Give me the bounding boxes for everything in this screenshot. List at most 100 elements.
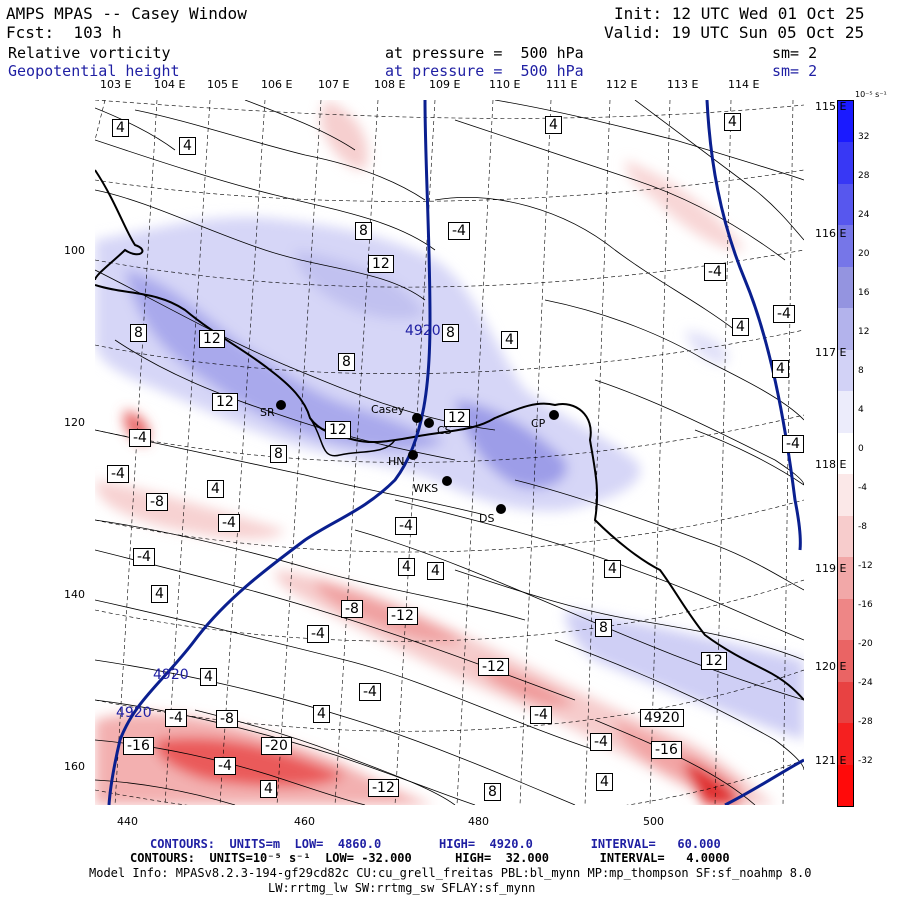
- colorbar-swatch: [838, 723, 853, 766]
- lon-label: 118 E: [815, 458, 847, 471]
- init-time: Init: 12 UTC Wed 01 Oct 25: [614, 4, 865, 23]
- geopotential-line-4860: [724, 758, 804, 805]
- station-dot-cp[interactable]: [549, 410, 559, 420]
- colorbar-label: 32: [858, 132, 870, 142]
- contour-line: [634, 100, 804, 241]
- coastline: [95, 169, 804, 701]
- station-dot-cs[interactable]: [424, 418, 434, 428]
- station-label: DS: [479, 512, 494, 525]
- contour-line: [244, 100, 356, 151]
- contour-line: [95, 139, 436, 251]
- station-dot-casey[interactable]: [412, 413, 422, 423]
- negative-vorticity-area: [320, 100, 368, 170]
- coast-segment: [95, 169, 144, 281]
- contour-line: [434, 197, 736, 331]
- station-dot-ds[interactable]: [496, 504, 506, 514]
- field1-smoothing: sm= 2: [772, 44, 818, 62]
- lon-label: 111 E: [546, 78, 578, 91]
- colorbar-label: 4: [858, 405, 864, 415]
- colorbar: [837, 100, 854, 807]
- colorbar-label: -24: [858, 678, 873, 688]
- colorbar-label: 0: [858, 444, 864, 454]
- coast-segment: [95, 284, 804, 701]
- colorbar-label: -16: [858, 600, 873, 610]
- physics-info: LW:rrtmg_lw SW:rrtmg_sw SFLAY:sf_mynn: [268, 881, 536, 895]
- station-dot-sr[interactable]: [276, 400, 286, 410]
- contour-line: [95, 429, 486, 516]
- colorbar-label: -4: [858, 483, 867, 493]
- height-contour-info: CONTOURS: UNITS=m LOW= 4860.0 HIGH= 4920…: [150, 837, 721, 851]
- x-tick-label: 460: [294, 815, 315, 828]
- station-label: Casey: [371, 403, 405, 416]
- forecast-hour: Fcst: 103 h: [6, 23, 122, 42]
- positive-vorticity-area: [685, 330, 728, 365]
- contour-line: [554, 639, 804, 771]
- model-info: Model Info: MPASv8.2.3-194-gf29cd82c CU:…: [89, 866, 812, 880]
- colorbar-label: 28: [858, 171, 870, 181]
- colorbar-swatch: [838, 432, 853, 475]
- contour-line: [544, 299, 804, 421]
- colorbar-swatch: [838, 225, 853, 268]
- colorbar-label: 12: [858, 327, 870, 337]
- lon-label: 115 E: [815, 100, 847, 113]
- contour-line: [114, 339, 456, 461]
- colorbar-label: 16: [858, 288, 870, 298]
- colorbar-swatch: [838, 764, 853, 807]
- x-tick-label: 440: [117, 815, 138, 828]
- contour-line: [95, 107, 176, 151]
- colorbar-label: -20: [858, 639, 873, 649]
- colorbar-swatch: [838, 101, 853, 143]
- station-label: CS: [437, 424, 452, 437]
- station-labels: SR Casey CS HN WKS DS CP: [260, 403, 546, 525]
- colorbar-swatch: [838, 308, 853, 351]
- vorticity-contours: [95, 100, 804, 805]
- x-tick-label: 480: [468, 815, 489, 828]
- station-label: CP: [531, 417, 546, 430]
- lon-label: 108 E: [374, 78, 406, 91]
- map-plot: SR Casey CS HN WKS DS CP: [95, 100, 804, 805]
- contour-line: [95, 779, 236, 805]
- station-dot-hn[interactable]: [408, 450, 418, 460]
- geopotential-contours: [107, 100, 804, 805]
- colorbar-unit: 10⁻⁵ s⁻¹: [855, 90, 887, 99]
- field2-level: at pressure = 500 hPa: [385, 62, 584, 80]
- colorbar-label: -12: [858, 561, 873, 571]
- station-dot-wks[interactable]: [442, 476, 452, 486]
- x-tick-label: 500: [643, 815, 664, 828]
- colorbar-swatch: [838, 515, 853, 558]
- colorbar-swatch: [838, 183, 853, 226]
- contour-line: [494, 100, 804, 181]
- lon-label: 113 E: [667, 78, 699, 91]
- positive-vorticity-core: [455, 400, 567, 489]
- colorbar-label: -8: [858, 522, 867, 532]
- colorbar-swatch: [838, 474, 853, 517]
- negative-vorticity-area: [625, 160, 745, 251]
- field1-level: at pressure = 500 hPa: [385, 44, 584, 62]
- geopotential-line-4920: [107, 100, 432, 805]
- lon-label: 121 E: [815, 754, 847, 767]
- colorbar-label: 24: [858, 210, 870, 220]
- y-tick-label: 140: [64, 588, 85, 601]
- colorbar-label: 20: [858, 249, 870, 259]
- colorbar-swatch: [838, 266, 853, 309]
- lon-label: 107 E: [318, 78, 350, 91]
- field1-name: Relative vorticity: [8, 44, 171, 62]
- lon-label: 112 E: [606, 78, 638, 91]
- y-tick-label: 120: [64, 416, 85, 429]
- contour-line: [394, 499, 804, 641]
- field2-name: Geopotential height: [8, 62, 180, 80]
- contour-line: [454, 119, 786, 261]
- lon-label: 110 E: [489, 78, 521, 91]
- contour-line: [594, 719, 756, 805]
- vorticity-map: SR Casey CS HN WKS DS CP: [95, 100, 804, 805]
- lon-label: 103 E: [100, 78, 132, 91]
- field2-smoothing: sm= 2: [772, 62, 818, 80]
- geopotential-line-4920: [705, 100, 802, 551]
- lon-label: 105 E: [207, 78, 239, 91]
- contour-line: [134, 109, 426, 201]
- contour-line: [95, 519, 526, 621]
- positive-vorticity-area: [565, 610, 804, 740]
- lon-label: 119 E: [815, 562, 847, 575]
- positive-vorticity-area: [295, 250, 425, 319]
- colorbar-label: 8: [858, 366, 864, 376]
